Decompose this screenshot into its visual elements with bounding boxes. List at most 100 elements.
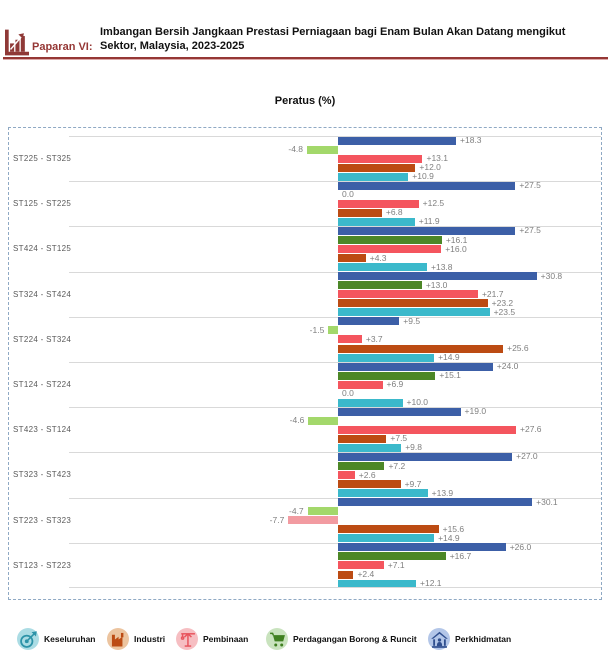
bar xyxy=(338,534,435,543)
bar-value-label: -4.6 xyxy=(289,415,305,426)
category-row: ST324 - ST424 +30.8 +13.0 +21.7 +23.2 +23.5 xyxy=(9,270,601,317)
bar-value-label: +13.1 xyxy=(426,153,448,164)
bar-value-label: +9.7 xyxy=(404,478,422,489)
bar-value-label: +3.7 xyxy=(365,333,383,344)
category-row: ST124 - ST224 +24.0 +15.1 +6.9 0.0 +10.0 xyxy=(9,362,601,407)
bar-value-label: +18.3 xyxy=(460,135,482,146)
report-title: Imbangan Bersih Jangkaan Prestasi Pernia… xyxy=(100,25,608,53)
bar-value-label: +12.0 xyxy=(419,162,441,173)
bar-value-label: +2.4 xyxy=(357,569,375,580)
legend-label: Perkhidmatan xyxy=(455,634,512,644)
bar-value-label: +13.0 xyxy=(425,279,448,290)
category-row: ST424 - ST125 +27.5 +16.1 +16.0 +4.3 +13.8 xyxy=(9,225,601,272)
bar-value-label: +24.0 xyxy=(496,361,519,372)
legend-item-perdagangan-borong-runcit: Perdagangan Borong & Runcit xyxy=(266,621,417,657)
bar-value-label: +16.0 xyxy=(445,243,467,254)
bar xyxy=(288,516,338,525)
bar xyxy=(308,416,338,425)
bar xyxy=(338,281,422,290)
bar-value-label: +23.2 xyxy=(491,297,514,308)
bar-value-label: +7.2 xyxy=(388,460,406,471)
category-row: ST123 - ST223 +26.0 +16.7 +7.1 +2.4 +12.1 xyxy=(9,541,601,588)
bar xyxy=(338,299,488,308)
legend-label: Industri xyxy=(134,634,166,644)
bar xyxy=(338,498,533,507)
bar-value-label: +30.1 xyxy=(536,496,558,507)
bar xyxy=(338,236,442,245)
bar-value-label: +27.0 xyxy=(516,451,538,462)
bar xyxy=(338,172,409,181)
bar xyxy=(338,344,504,353)
bar-value-label: +15.6 xyxy=(442,523,465,534)
bar xyxy=(338,489,428,498)
bar-value-label: +16.7 xyxy=(449,550,472,561)
report-title-line2: Sektor, Malaysia, 2023-2025 xyxy=(100,40,245,52)
bar xyxy=(338,462,385,471)
bar-value-label: +16.1 xyxy=(445,234,468,245)
cart-icon xyxy=(266,628,288,650)
bar-value-label: +4.3 xyxy=(369,252,387,263)
bar-value-label: 0.0 xyxy=(342,189,354,200)
legend-item-pembinaan: Pembinaan xyxy=(176,621,248,657)
legend-item-industri: Industri xyxy=(107,621,165,657)
legend-label: Perdagangan Borong & Runcit xyxy=(293,634,417,644)
bar-value-label: 0.0 xyxy=(342,388,354,399)
bar xyxy=(338,226,516,235)
category-label: ST223 - ST323 xyxy=(13,515,72,525)
bar xyxy=(338,245,442,254)
bar-value-label: +14.9 xyxy=(438,532,460,543)
bar-value-label: -4.7 xyxy=(289,505,304,516)
crane-icon xyxy=(176,628,198,650)
bar xyxy=(338,208,382,217)
category-label: ST225 - ST325 xyxy=(13,154,72,164)
bar xyxy=(338,570,354,579)
plot-area: ST225 - ST325 +18.3 -4.8 +13.1 +12.0 +10.9 ST1… xyxy=(8,127,602,600)
bar xyxy=(338,181,516,190)
legend-item-perkhidmatan: Perkhidmatan xyxy=(428,621,511,657)
header-divider xyxy=(3,57,608,59)
category-label: ST324 - ST424 xyxy=(13,289,72,299)
bar-value-label: +26.0 xyxy=(509,541,532,552)
bar xyxy=(338,425,517,434)
report-title-line1: Imbangan Bersih Jangkaan Prestasi Pernia… xyxy=(100,26,566,38)
bar-value-label: +9.8 xyxy=(405,442,422,453)
bar xyxy=(338,136,457,145)
bar-value-label: +10.9 xyxy=(412,171,434,182)
bar xyxy=(307,145,338,154)
legend-label: Pembinaan xyxy=(203,634,249,644)
category-row: ST225 - ST325 +18.3 -4.8 +13.1 +12.0 +10.9 xyxy=(9,136,601,181)
bar xyxy=(328,326,338,335)
bar xyxy=(338,163,416,172)
bar-value-label: +30.8 xyxy=(540,270,563,281)
bar xyxy=(338,452,513,461)
bar xyxy=(338,561,384,570)
bar-value-label: +9.5 xyxy=(403,315,421,326)
bar-value-label: +6.8 xyxy=(385,207,403,218)
bar-value-label: +27.5 xyxy=(519,180,541,191)
bar-value-label: +13.9 xyxy=(431,487,454,498)
legend-item-keseluruhan: Keseluruhan xyxy=(17,621,96,657)
bar-value-label: +27.5 xyxy=(519,225,541,236)
bar xyxy=(338,480,401,489)
bar-value-label: -7.7 xyxy=(269,514,285,525)
category-label: ST224 - ST324 xyxy=(13,334,72,344)
bar xyxy=(338,362,493,371)
bar xyxy=(338,217,415,226)
category-row: ST223 - ST323 +30.1 -4.7 -7.7 +15.6 +14.9 xyxy=(9,496,601,543)
legend: Keseluruhan Industri Pembinaan Perdagang… xyxy=(0,621,611,657)
category-label: ST124 - ST224 xyxy=(13,380,72,390)
bar xyxy=(338,335,362,344)
figure-label: Paparan VI: xyxy=(32,41,93,53)
bar xyxy=(338,317,400,326)
category-label: ST323 - ST423 xyxy=(13,470,72,480)
category-label: ST423 - ST124 xyxy=(13,425,72,435)
bar-value-label: -4.8 xyxy=(288,144,304,155)
bar xyxy=(338,443,402,452)
bar-value-label: +25.6 xyxy=(507,343,529,354)
bar-value-label: +21.7 xyxy=(481,288,504,299)
bar-value-label: +23.5 xyxy=(493,306,516,317)
bar xyxy=(338,552,446,561)
bar xyxy=(338,308,490,317)
building-icon xyxy=(428,628,450,650)
bar xyxy=(338,398,403,407)
